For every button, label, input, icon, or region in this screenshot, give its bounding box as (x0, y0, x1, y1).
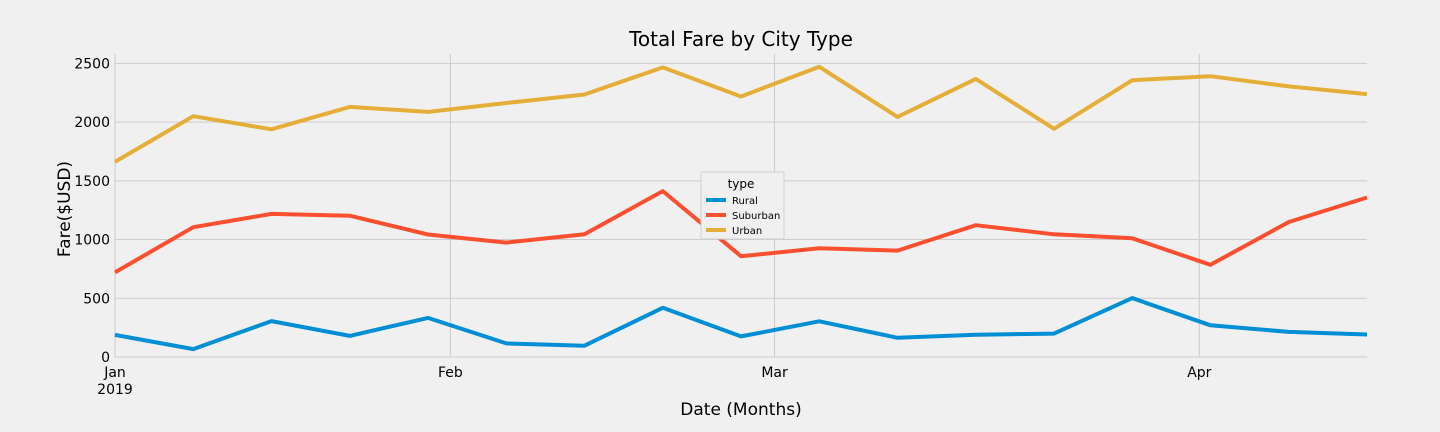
y-axis-label: Fare($USD) (55, 161, 75, 257)
series-line-urban (113, 64, 1368, 164)
y-tick-label: 1500 (74, 174, 110, 190)
x-tick-sublabel: 2019 (97, 382, 133, 398)
chart-title: Total Fare by City Type (628, 27, 853, 51)
legend-label-suburban: Suburban (732, 211, 780, 222)
legend: type Rural Suburban Urban (700, 171, 785, 240)
series-lines (113, 64, 1368, 352)
legend-title: type (728, 177, 755, 191)
series-line-suburban (114, 189, 1368, 275)
legend-label-rural: Rural (732, 196, 758, 207)
y-tick-label: 1000 (74, 233, 110, 249)
y-tick-label: 2500 (74, 56, 110, 72)
y-tick-label: 500 (83, 291, 110, 307)
y-tick-label: 2000 (74, 115, 110, 131)
series-line-rural (114, 296, 1368, 352)
x-tick-label: Apr (1187, 365, 1211, 381)
legend-label-urban: Urban (732, 226, 762, 237)
x-tick-label: Jan (103, 365, 126, 381)
x-tick-label: Feb (438, 365, 463, 381)
y-tick-label: 0 (101, 350, 110, 366)
legend-box (700, 171, 785, 240)
y-axis-ticks: 0 500 1000 1500 2000 2500 (74, 56, 110, 366)
x-tick-label: Mar (761, 365, 788, 381)
x-axis-label: Date (Months) (680, 400, 801, 420)
grid-lines (114, 54, 1367, 358)
